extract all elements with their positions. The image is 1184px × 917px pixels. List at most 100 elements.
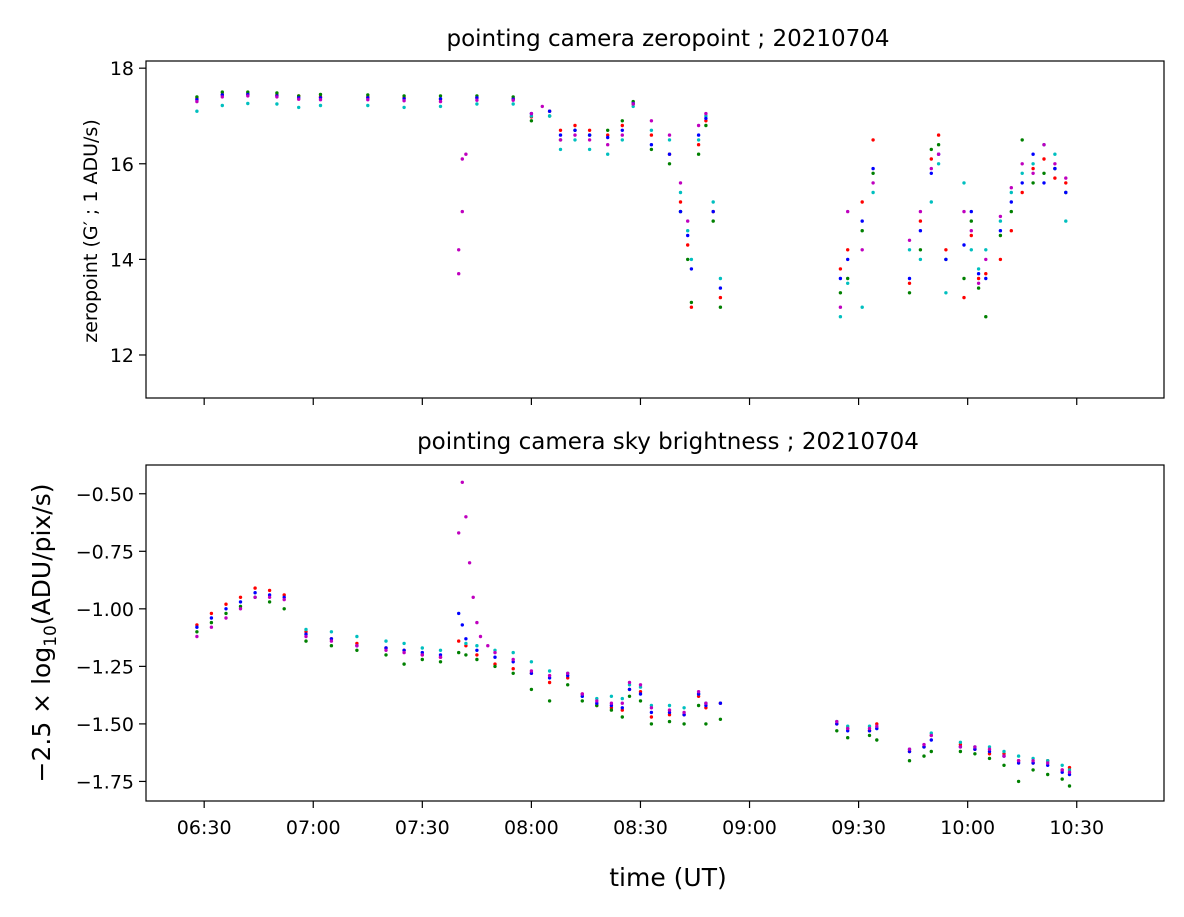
data-point: [1002, 749, 1006, 754]
data-point: [860, 219, 864, 223]
data-point: [984, 272, 988, 276]
data-point: [318, 92, 323, 97]
data-point: [667, 133, 672, 137]
data-point: [846, 726, 850, 731]
data-point: [696, 143, 701, 147]
data-point: [620, 715, 624, 719]
data-point: [1046, 761, 1050, 765]
data-point: [366, 93, 370, 97]
data-point: [867, 726, 872, 731]
data-point: [558, 133, 563, 137]
ylabel-main: −2.5 × log: [27, 647, 56, 783]
data-point: [871, 166, 875, 171]
data-point: [457, 272, 461, 276]
data-point: [620, 138, 624, 142]
data-point: [860, 200, 864, 204]
zeropoint-panel: pointing camera zeropoint ; 20210704 zer…: [80, 26, 1165, 405]
data-point: [620, 119, 624, 123]
data-point: [984, 315, 988, 319]
data-point: [929, 200, 933, 204]
data-point: [1053, 166, 1057, 171]
zeropoint-x-ticks: [203, 398, 1078, 405]
data-point: [875, 724, 879, 728]
data-point: [838, 291, 843, 295]
data-point: [304, 639, 308, 643]
data-point: [678, 190, 683, 195]
data-point: [1031, 162, 1035, 166]
data-point: [667, 162, 672, 166]
data-point: [475, 96, 479, 100]
data-point: [209, 616, 214, 620]
data-point: [689, 257, 694, 262]
data-point: [860, 305, 864, 309]
data-point: [384, 648, 388, 652]
data-point: [987, 747, 992, 751]
data-point: [1009, 200, 1013, 204]
data-point: [962, 243, 966, 247]
data-point: [936, 133, 941, 137]
data-point: [704, 114, 708, 118]
sky-brightness-panel: pointing camera sky brightness ; 2021070…: [27, 429, 1165, 892]
data-point: [682, 706, 686, 710]
data-point: [696, 133, 701, 137]
data-point: [493, 655, 497, 659]
data-point: [718, 305, 723, 309]
data-point: [318, 103, 323, 108]
data-point: [1031, 759, 1035, 763]
data-point: [918, 209, 923, 214]
data-point: [1020, 162, 1024, 166]
data-point: [907, 759, 912, 763]
data-point: [1020, 190, 1024, 195]
data-point: [936, 162, 941, 166]
sky-brightness-x-ticks: 06:30 07:00 07:30 08:00 08:30 09:00 09:30 10:00…: [177, 801, 1104, 839]
data-point: [1009, 190, 1013, 195]
x-tick-label: 10:00: [940, 817, 995, 839]
data-point: [267, 595, 272, 599]
data-point: [220, 103, 224, 108]
data-point: [267, 588, 272, 593]
data-point: [998, 229, 1003, 233]
data-point: [609, 708, 614, 712]
y-tick-label: 14: [110, 249, 134, 271]
data-point: [649, 128, 654, 132]
x-tick-label: 09:00: [722, 817, 777, 839]
data-point: [493, 650, 497, 655]
data-point: [1020, 171, 1024, 175]
data-point: [573, 138, 577, 142]
data-point: [275, 95, 279, 99]
data-point: [329, 639, 334, 643]
data-point: [195, 95, 199, 99]
data-point: [929, 749, 933, 754]
data-point: [438, 99, 443, 104]
data-point: [573, 133, 577, 137]
data-point: [297, 105, 301, 110]
data-point: [475, 648, 479, 652]
data-point: [958, 740, 963, 744]
data-point: [438, 94, 443, 98]
data-point: [667, 152, 672, 156]
data-point: [475, 657, 479, 662]
data-point: [573, 128, 577, 132]
data-point: [471, 595, 475, 599]
data-point: [627, 694, 632, 698]
data-point: [907, 248, 912, 252]
data-point: [580, 692, 584, 696]
data-point: [511, 657, 515, 662]
zeropoint-points: [195, 90, 1068, 319]
data-point: [871, 171, 875, 175]
data-point: [976, 267, 981, 271]
data-point: [595, 699, 599, 703]
data-point: [1016, 779, 1021, 784]
data-point: [976, 272, 981, 276]
data-point: [711, 200, 715, 204]
data-point: [511, 102, 515, 106]
data-point: [620, 133, 624, 137]
sky-brightness-y-ticks: −1.75 −1.50 −1.25 −1.00 −0.75 −0.50: [76, 484, 146, 793]
data-point: [511, 671, 515, 675]
data-point: [1031, 171, 1035, 175]
data-point: [540, 104, 544, 109]
data-point: [529, 669, 534, 673]
data-point: [457, 639, 461, 643]
data-point: [620, 696, 624, 701]
data-point: [475, 98, 479, 102]
